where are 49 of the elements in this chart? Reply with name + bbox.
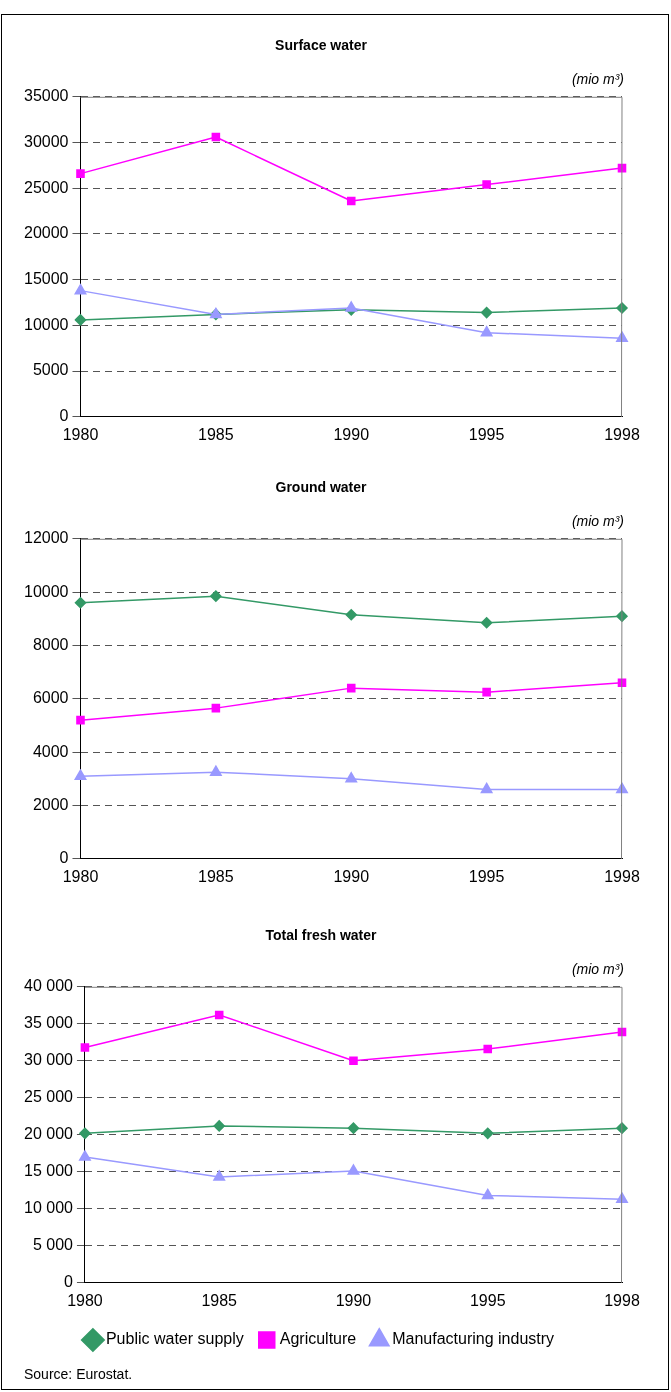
chart-title: Surface water <box>275 37 368 54</box>
y-tick-label: 15000 <box>23 270 69 288</box>
y-tick-label: 0 <box>64 1273 74 1291</box>
y-tick-label: 10000 <box>23 315 69 333</box>
y-tick-label: 5 000 <box>32 1236 74 1254</box>
y-axis-title: (mio m³) <box>571 960 624 977</box>
x-tick-label: 1980 <box>62 425 99 443</box>
y-tick-label: 25 000 <box>24 1088 74 1106</box>
y-tick-label: 30 000 <box>24 1051 74 1069</box>
y-tick-label: 10 000 <box>24 1199 74 1217</box>
source-note: Source: Eurostat. <box>24 1365 133 1382</box>
y-axis-title: (mio m³) <box>571 512 624 529</box>
y-tick-label: 12000 <box>23 529 69 547</box>
y-tick-label: 30000 <box>23 132 69 150</box>
y-tick-label: 10000 <box>23 582 69 600</box>
chart-title: Total fresh water <box>265 927 378 944</box>
y-tick-label: 5000 <box>32 361 69 379</box>
x-tick-label: 1990 <box>333 867 370 885</box>
x-tick-label: 1985 <box>201 1291 238 1309</box>
x-tick-label: 1998 <box>604 1291 640 1309</box>
x-tick-label: 1998 <box>604 867 640 885</box>
y-axis-title: (mio m³) <box>571 70 624 87</box>
y-tick-label: 15 000 <box>24 1162 74 1180</box>
chart-title: Ground water <box>275 479 368 496</box>
legend-label: Public water supply <box>105 1330 244 1348</box>
x-tick-label: 1998 <box>604 425 640 443</box>
y-tick-label: 35000 <box>23 87 69 105</box>
x-tick-label: 1990 <box>335 1291 372 1309</box>
x-tick-label: 1985 <box>198 867 234 885</box>
y-tick-label: 4000 <box>32 742 69 760</box>
x-tick-label: 1995 <box>469 1291 506 1309</box>
x-tick-label: 1980 <box>67 1291 103 1309</box>
y-tick-label: 0 <box>59 407 69 425</box>
y-tick-label: 25000 <box>23 178 69 196</box>
legend-label: Agriculture <box>279 1330 357 1348</box>
y-tick-label: 40 000 <box>24 977 74 995</box>
x-tick-label: 1985 <box>198 425 234 443</box>
x-tick-label: 1995 <box>468 425 505 443</box>
x-tick-label: 1990 <box>333 425 370 443</box>
y-tick-label: 6000 <box>32 689 69 707</box>
y-tick-label: 35 000 <box>24 1014 74 1032</box>
y-tick-label: 8000 <box>32 635 69 653</box>
legend-label: Manufacturing industry <box>392 1330 555 1348</box>
x-tick-label: 1995 <box>468 867 505 885</box>
y-tick-label: 20 000 <box>24 1125 74 1143</box>
y-tick-label: 2000 <box>32 795 69 813</box>
y-tick-label: 0 <box>59 849 69 867</box>
y-tick-label: 20000 <box>23 224 69 242</box>
x-tick-label: 1980 <box>62 867 99 885</box>
